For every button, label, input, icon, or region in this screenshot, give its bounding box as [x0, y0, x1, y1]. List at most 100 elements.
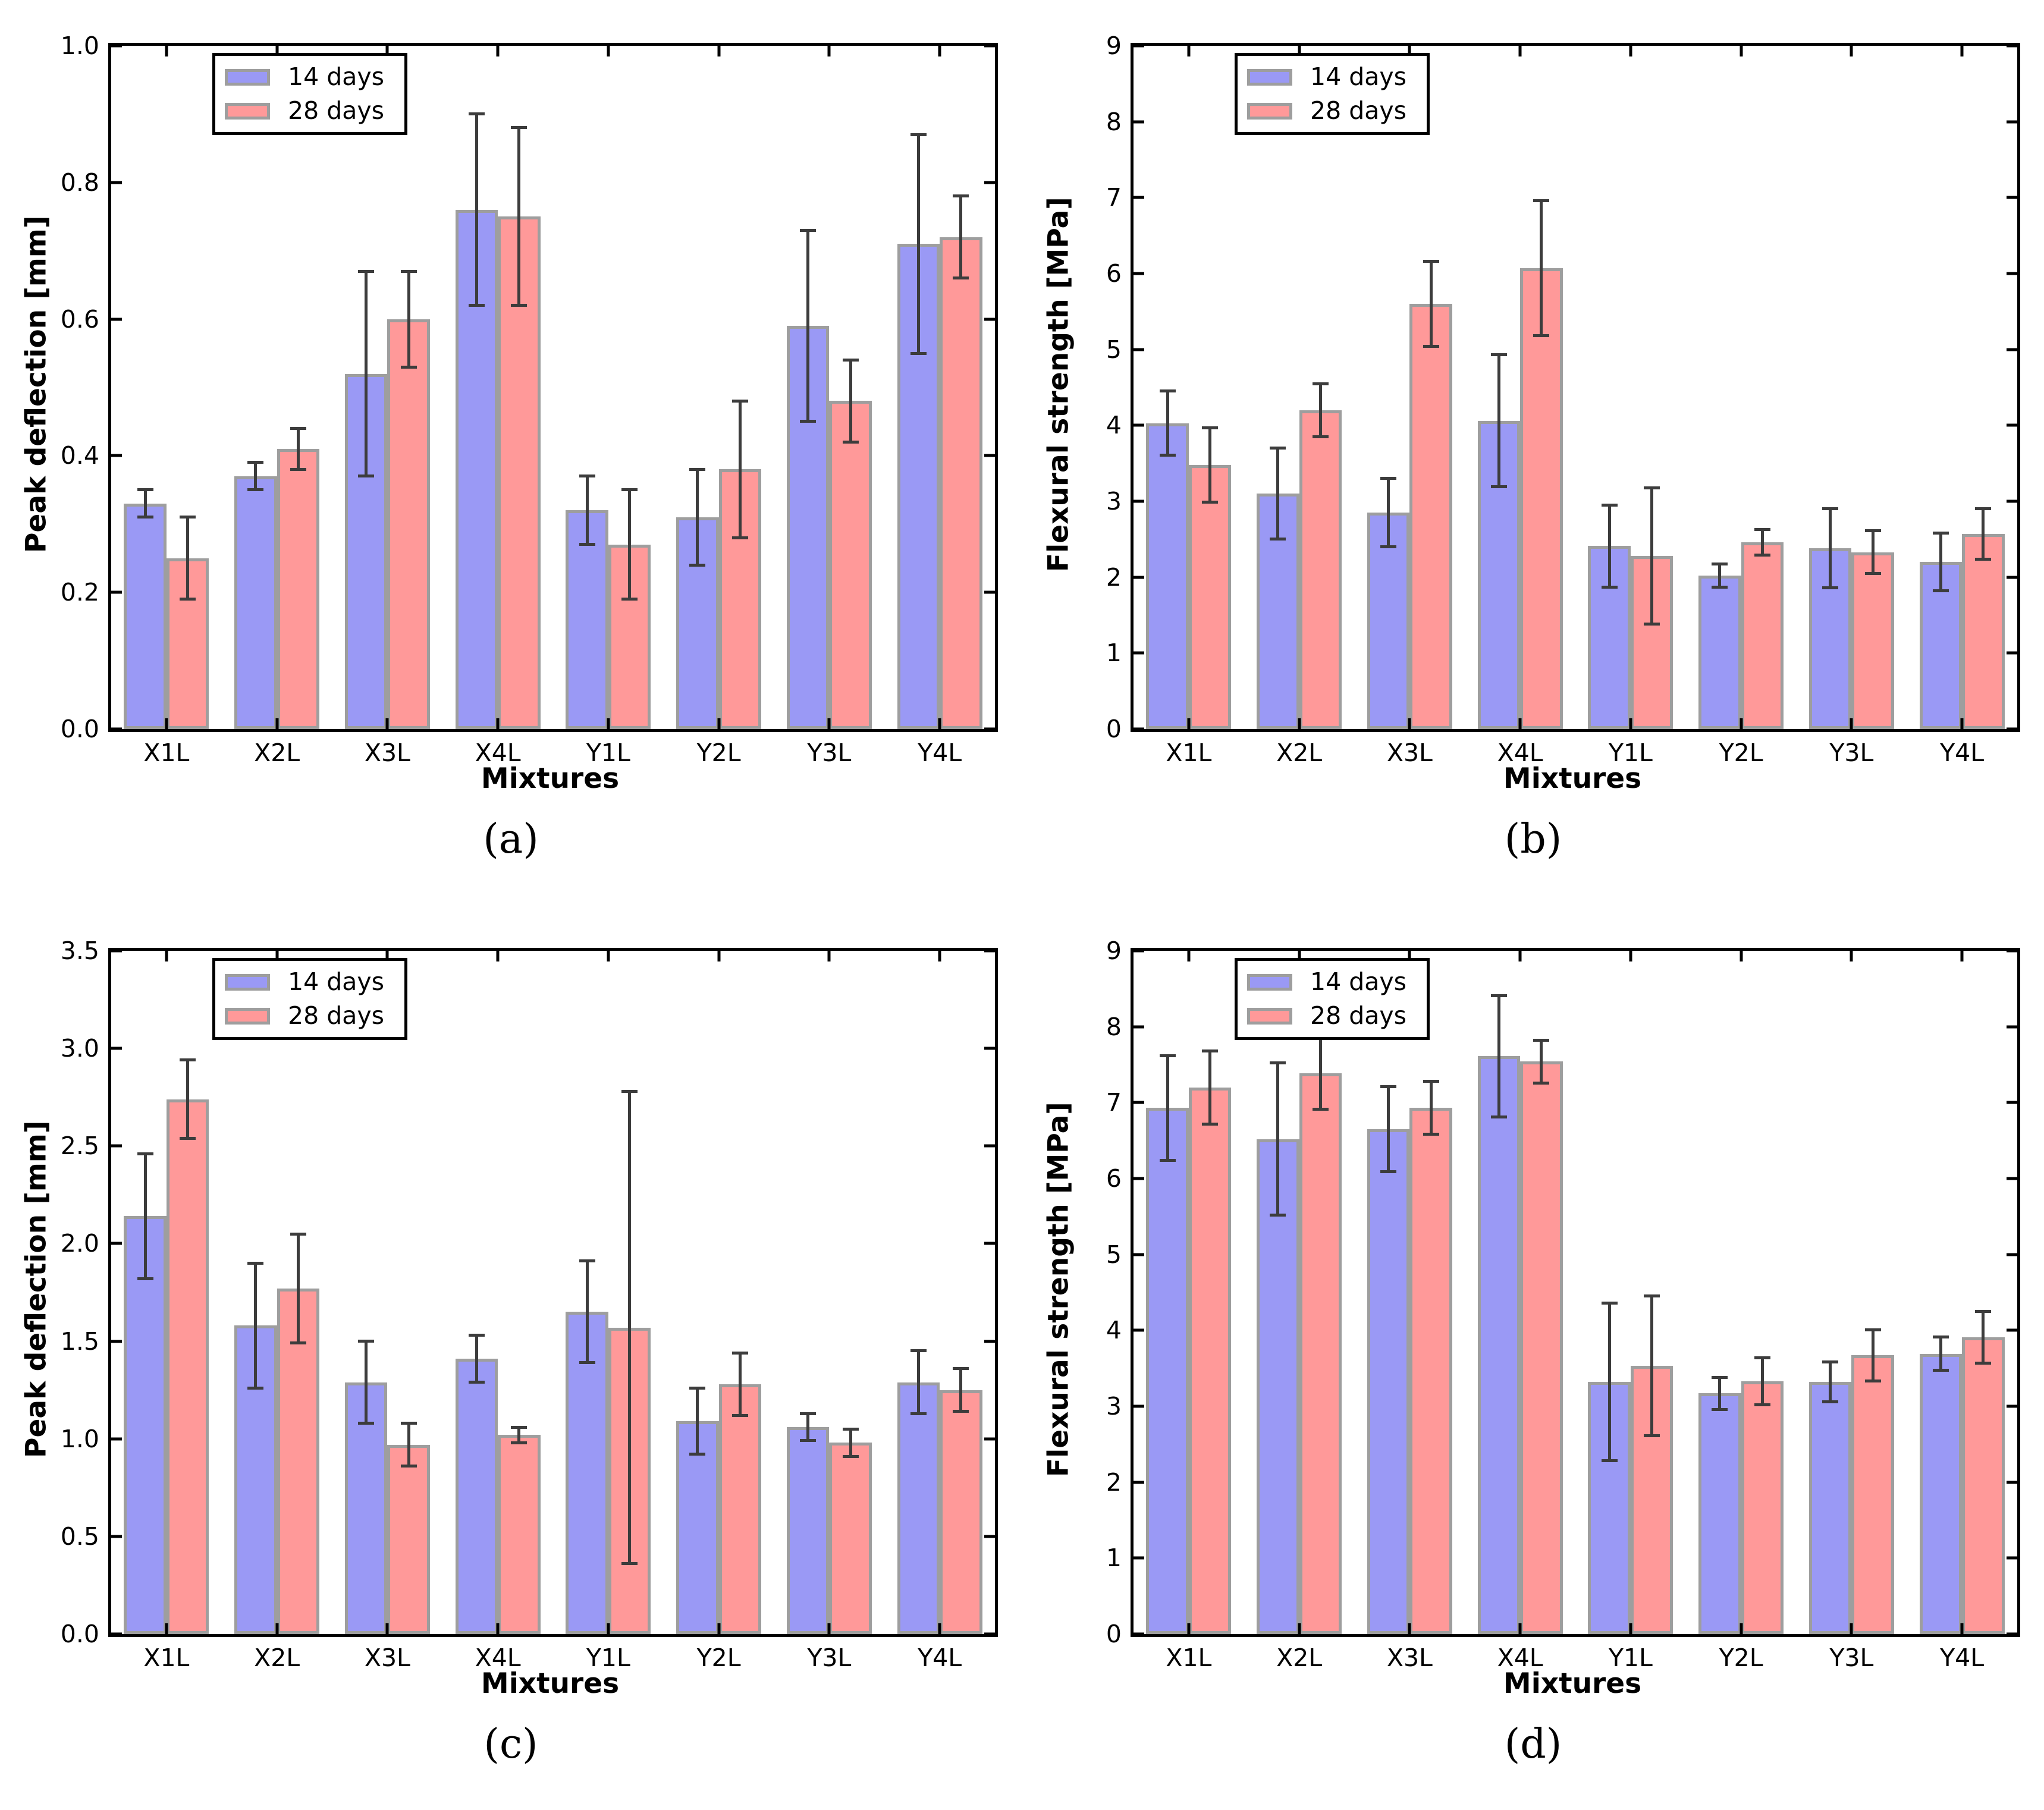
error-bar — [1760, 1358, 1764, 1405]
panel-caption: (d) — [1504, 1721, 1562, 1768]
y-tick — [984, 1632, 995, 1636]
x-tick — [1408, 1623, 1411, 1634]
plot-area-c: 0.0 0.5 1.0 1.5 2.0 2.5 3.0 3.5 X1L X2L X3L X4L Y1L Y… — [61, 937, 998, 1672]
error-bar-cap — [290, 467, 306, 471]
x-tick — [607, 46, 610, 56]
y-tick — [2007, 576, 2017, 579]
category-label: Y3L — [807, 739, 852, 767]
error-bar — [806, 230, 810, 422]
y-tick-label: 0 — [1106, 715, 1122, 743]
error-bar-cap — [1423, 345, 1439, 348]
category-label: X4L — [1497, 1644, 1543, 1672]
y-tick — [984, 1144, 995, 1148]
x-tick — [717, 46, 721, 56]
error-bar-cap — [137, 1152, 153, 1155]
y-tick — [2007, 1556, 2017, 1560]
y-tick — [1134, 196, 1144, 199]
x-tick — [607, 718, 610, 729]
error-bar — [1939, 1337, 1942, 1371]
error-bar-cap — [842, 440, 859, 444]
bar-X1L-14-days — [1146, 1108, 1189, 1634]
x-tick — [827, 1623, 831, 1634]
legend-item: 14 days — [225, 65, 384, 89]
y-tick — [1134, 272, 1144, 275]
y-tick — [111, 727, 122, 731]
error-bar-cap — [247, 1386, 264, 1390]
error-bar-cap — [1754, 527, 1770, 531]
bar-Y4L-28-days — [940, 1390, 982, 1634]
bar-Y4L-14-days — [897, 1382, 940, 1634]
y-tick — [1134, 120, 1144, 124]
category-label: X1L — [1166, 739, 1212, 767]
y-tick — [1134, 727, 1144, 731]
category-label: Y3L — [1829, 739, 1874, 767]
y-axis-label: Peak deflection [mm] — [20, 1120, 53, 1459]
error-bar — [849, 1429, 852, 1457]
x-tick — [1629, 951, 1632, 961]
error-bar-cap — [1975, 507, 1992, 511]
error-bar — [1166, 1055, 1169, 1161]
bar-Y3L-14-days — [786, 1427, 830, 1634]
error-bar-cap — [180, 1136, 196, 1140]
error-bar — [1540, 200, 1543, 336]
y-tick — [2007, 1632, 2017, 1636]
x-tick — [1298, 46, 1301, 56]
category-label: Y2L — [1719, 1644, 1763, 1672]
x-tick — [1960, 46, 1964, 56]
bar-Y3L-28-days — [829, 401, 872, 729]
category-label: Y4L — [1940, 739, 1985, 767]
category-label: Y1L — [1608, 1644, 1653, 1672]
error-bar-cap — [1533, 1081, 1550, 1085]
x-tick — [1408, 46, 1411, 56]
x-axis-label: Mixtures — [1503, 1667, 1642, 1700]
error-bar-cap — [689, 467, 706, 471]
y-tick-label: 3.0 — [60, 1034, 99, 1063]
error-bar-cap — [290, 1341, 306, 1345]
error-bar — [1982, 508, 1985, 560]
legend-swatch-28-days — [225, 102, 270, 120]
error-bar-cap — [1864, 529, 1881, 533]
error-bar-cap — [1533, 334, 1550, 338]
x-tick — [496, 46, 500, 56]
error-bar-cap — [1822, 1360, 1839, 1364]
error-bar — [517, 1427, 521, 1443]
bar-X1L-14-days — [1146, 423, 1189, 729]
error-bar-cap — [731, 399, 748, 403]
legend-item: 28 days — [1247, 1004, 1406, 1028]
bar-X3L-28-days — [387, 1444, 430, 1634]
y-tick-label: 4 — [1106, 411, 1122, 440]
error-bar-cap — [1423, 1080, 1439, 1083]
y-tick — [111, 1047, 122, 1050]
error-bar-cap — [1601, 503, 1618, 507]
error-bar — [186, 1060, 190, 1139]
y-tick — [111, 181, 122, 184]
category-label: Y1L — [586, 1644, 630, 1672]
y-tick — [2007, 1025, 2017, 1029]
y-tick — [1134, 1253, 1144, 1256]
error-bar-cap — [910, 1349, 927, 1353]
legend: 14 days 28 days — [1235, 53, 1430, 135]
error-bar — [1650, 488, 1654, 624]
category-label: Y4L — [918, 739, 962, 767]
legend-swatch-28-days — [1247, 102, 1292, 120]
x-tick — [607, 951, 610, 961]
legend-label: 14 days — [1310, 967, 1406, 996]
x-tick — [1518, 46, 1522, 56]
error-bar — [1497, 354, 1500, 487]
y-tick — [2007, 196, 2017, 199]
error-bar-cap — [180, 1058, 196, 1062]
category-label: Y2L — [696, 1644, 741, 1672]
y-tick — [2007, 1481, 2017, 1484]
y-tick — [1134, 651, 1144, 655]
error-bar-cap — [731, 536, 748, 539]
bar-Y1L-28-days — [1630, 1366, 1673, 1634]
x-tick — [938, 718, 941, 729]
bar-Y4L-28-days — [940, 237, 982, 729]
x-tick — [1850, 46, 1853, 56]
error-bar — [585, 476, 589, 545]
y-tick — [984, 949, 995, 953]
category-label: X1L — [1166, 1644, 1212, 1672]
x-tick — [1629, 718, 1632, 729]
bar-X3L-28-days — [387, 319, 430, 729]
category-label: X4L — [1497, 739, 1543, 767]
